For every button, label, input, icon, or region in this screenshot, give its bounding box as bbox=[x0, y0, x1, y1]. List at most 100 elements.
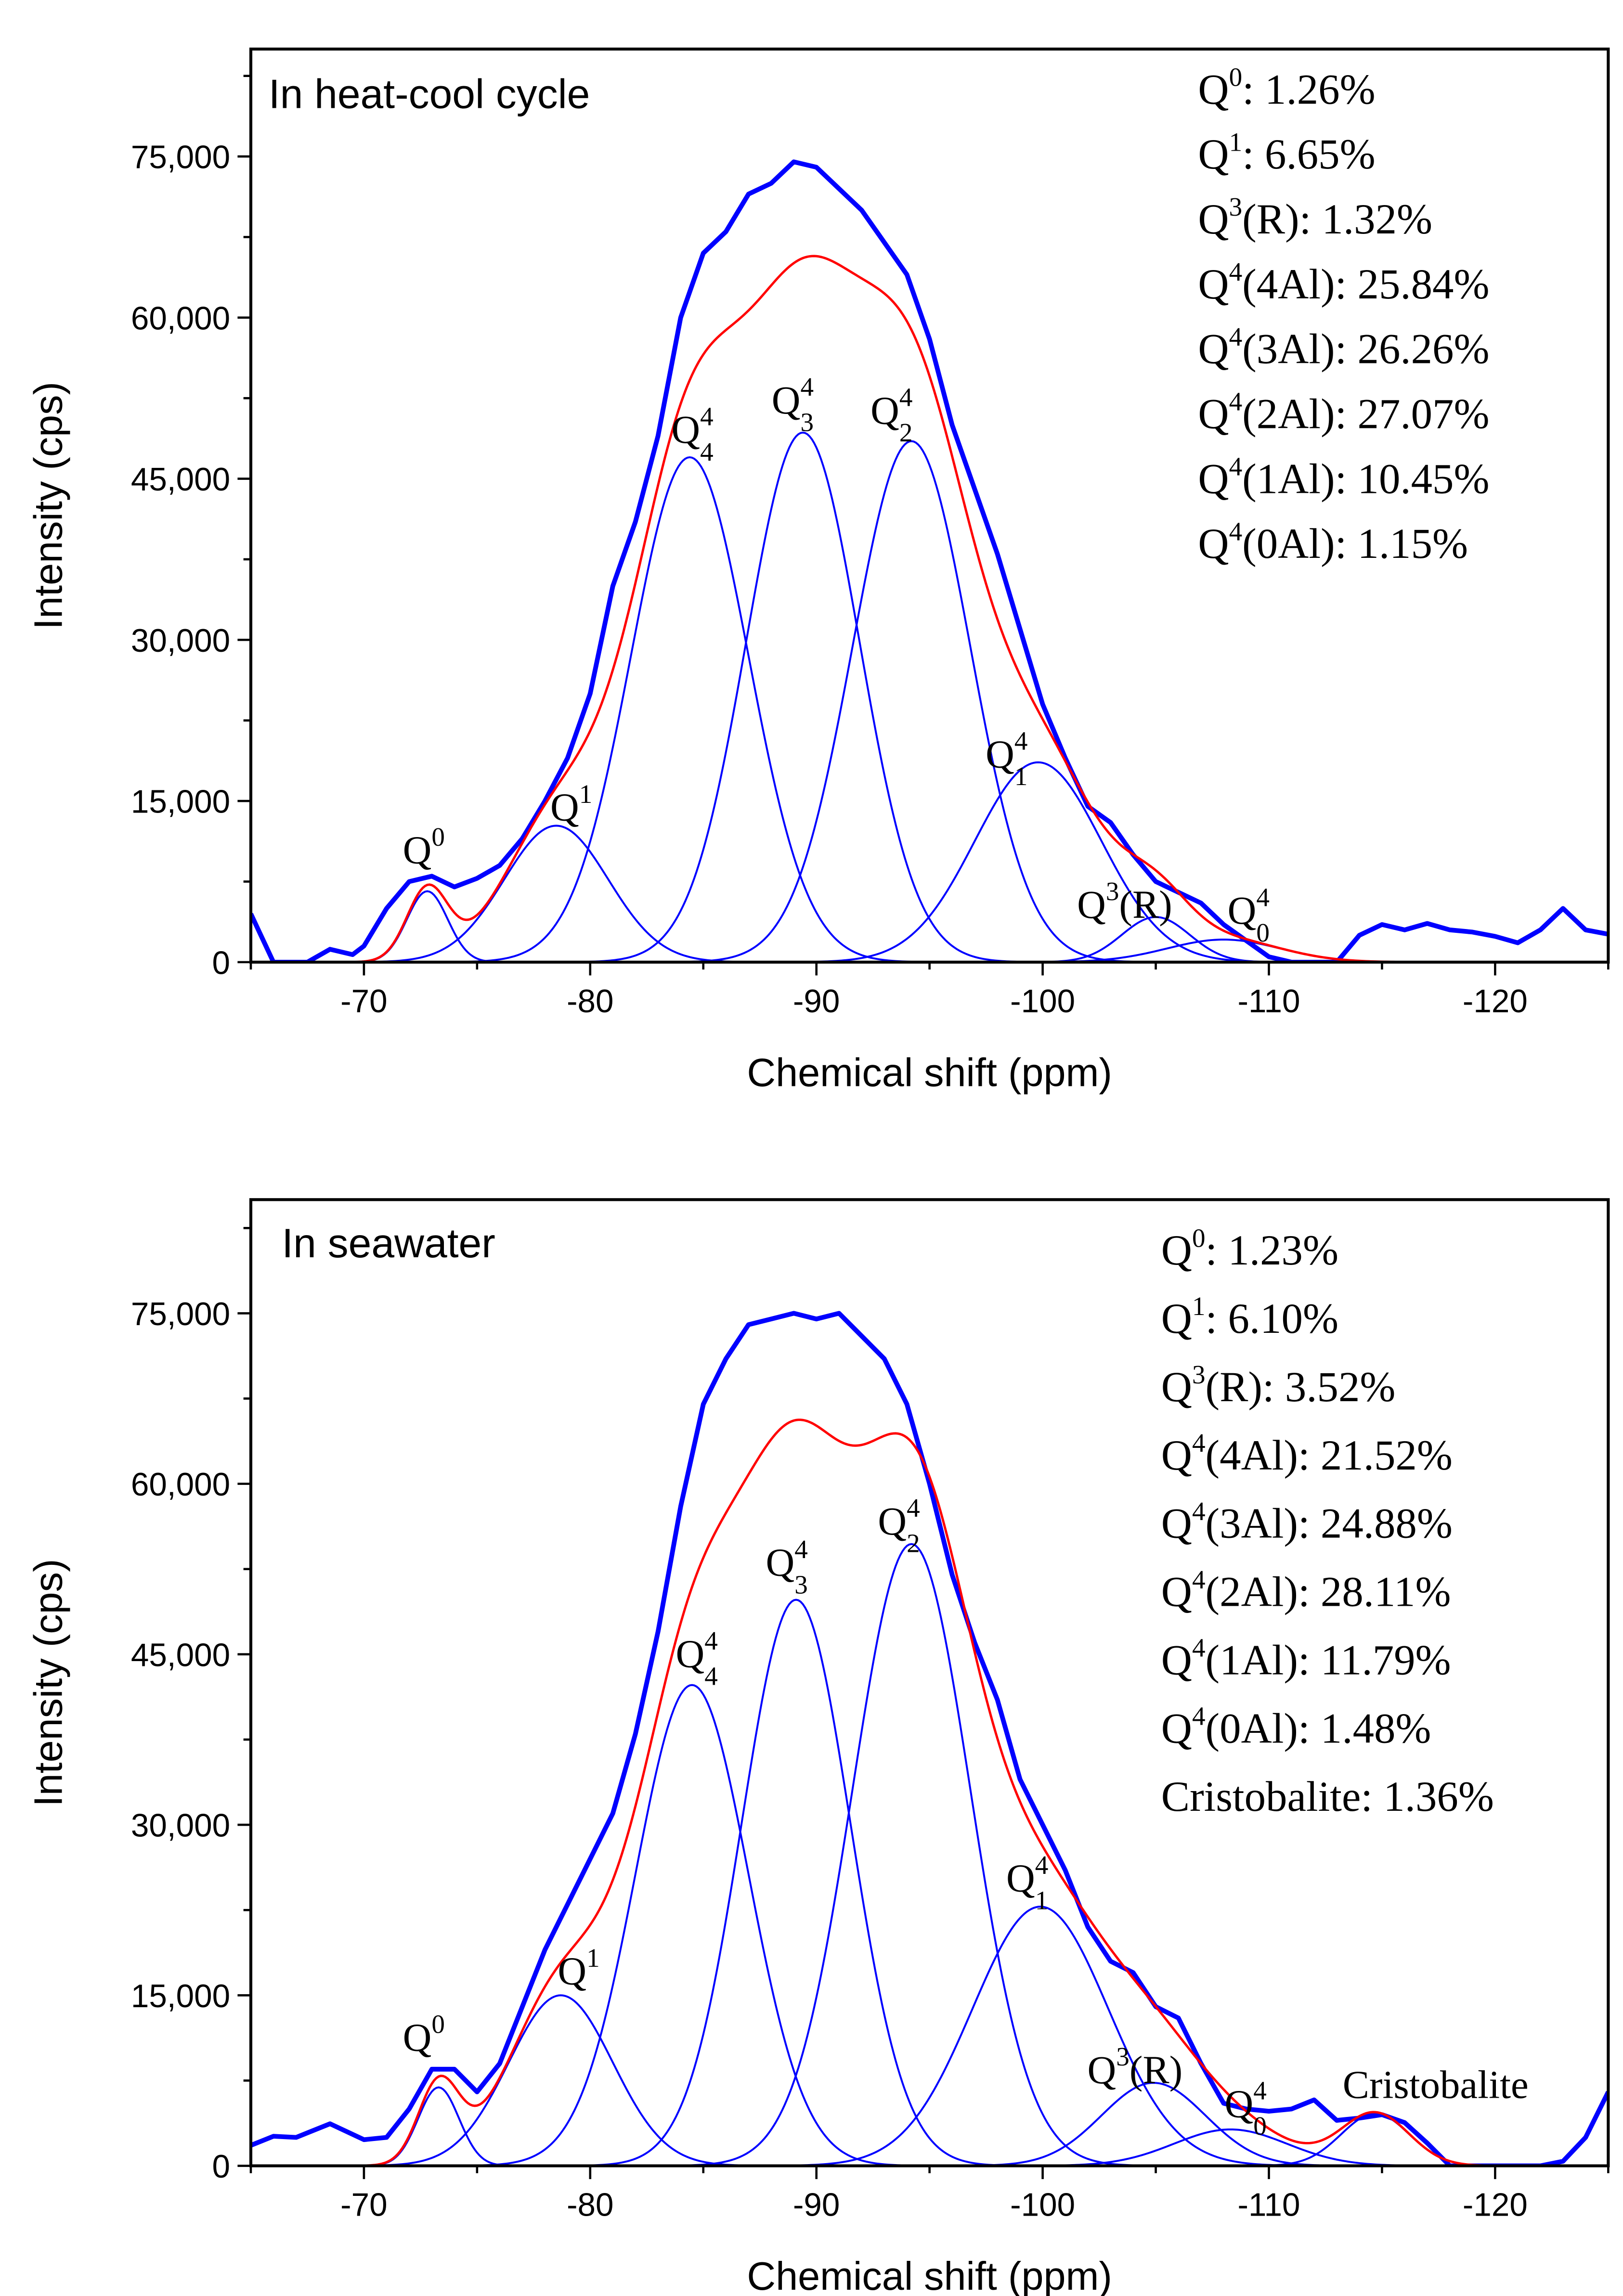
peak-label-sup: 4 bbox=[1253, 2076, 1267, 2105]
component-curve-7 bbox=[250, 2128, 1609, 2166]
peak-label-sup: 1 bbox=[586, 1943, 600, 1973]
peak-label-rest: (R) bbox=[1130, 2048, 1182, 2092]
legend-entry: Q3(R): 3.52% bbox=[1161, 1360, 1396, 1411]
peak-label-sup: 4 bbox=[704, 1626, 718, 1655]
legend-sup: 4 bbox=[1192, 1428, 1206, 1458]
legend-rest: (2Al): 27.07% bbox=[1242, 391, 1489, 438]
peak-label: Q4 1 bbox=[986, 726, 1027, 791]
legend-base: Q bbox=[1198, 391, 1229, 438]
y-tick-label: 60,000 bbox=[131, 1467, 230, 1503]
peak-label: Q4 2 bbox=[878, 1493, 920, 1558]
legend-base: Q bbox=[1161, 1227, 1192, 1274]
peak-label: Q4 2 bbox=[870, 383, 912, 448]
x-tick-label: -100 bbox=[1010, 2187, 1075, 2223]
peak-label: Q4 0 bbox=[1228, 882, 1270, 947]
component-curve-5 bbox=[250, 761, 1609, 962]
plot-frame bbox=[249, 1198, 1610, 2167]
peak-label-sub: 1 bbox=[1035, 1885, 1049, 1915]
legend-entry: Q4(1Al): 11.79% bbox=[1161, 1633, 1451, 1684]
legend-base: Q bbox=[1198, 326, 1229, 373]
component-curve-0 bbox=[250, 2086, 1609, 2166]
panel-title: In heat-cool cycle bbox=[269, 71, 590, 117]
legend-entry: Q4(4Al): 21.52% bbox=[1161, 1428, 1453, 1479]
legend-entry: Q3(R): 1.32% bbox=[1198, 192, 1432, 243]
legend-rest: : 1.36% bbox=[1361, 1773, 1493, 1820]
x-tick-label: -80 bbox=[567, 983, 613, 1019]
y-tick-label: 30,000 bbox=[131, 623, 230, 659]
legend-entry: Q4(2Al): 28.11% bbox=[1161, 1565, 1451, 1616]
y-tick-label: 0 bbox=[212, 2149, 231, 2185]
component-curve-1 bbox=[250, 825, 1609, 962]
legend-rest: (4Al): 25.84% bbox=[1242, 261, 1489, 308]
legend-sup: 4 bbox=[1192, 1496, 1206, 1526]
x-axis-title: Chemical shift (ppm) bbox=[747, 1050, 1112, 1095]
legend-sup: 0 bbox=[1229, 63, 1243, 92]
legend-rest: : 1.23% bbox=[1206, 1227, 1338, 1274]
legend-base: Q bbox=[1198, 520, 1229, 568]
peak-label-base: Q bbox=[1225, 2081, 1254, 2126]
panel-heat-cool: 0 15,000 30,000 45,000 60,000 75,000 -70 -80 -90… bbox=[26, 47, 1610, 1095]
legend-entry: Q4(0Al): 1.48% bbox=[1161, 1702, 1431, 1753]
y-tick-label: 45,000 bbox=[131, 462, 230, 498]
legend-base: Q bbox=[1161, 1569, 1192, 1616]
experimental-spectrum bbox=[250, 159, 1609, 962]
legend-sup: 4 bbox=[1229, 516, 1243, 546]
legend-rest: (R): 3.52% bbox=[1206, 1364, 1396, 1411]
peak-label-sup: 4 bbox=[899, 383, 913, 412]
legend-sup: 0 bbox=[1192, 1223, 1206, 1252]
legend-sup: 1 bbox=[1192, 1291, 1206, 1321]
component-curve-4 bbox=[250, 1543, 1609, 2166]
peak-label-base: Cristobalite bbox=[1343, 2063, 1529, 2107]
legend-base: Q bbox=[1198, 66, 1229, 113]
legend-rest: (1Al): 10.45% bbox=[1242, 455, 1489, 503]
y-tick-label: 15,000 bbox=[131, 784, 230, 820]
peak-label-sub: 1 bbox=[1014, 761, 1028, 791]
x-tick-label: -110 bbox=[1238, 2187, 1300, 2223]
legend-entry: Q4(3Al): 26.26% bbox=[1198, 322, 1489, 373]
component-curve-1 bbox=[250, 1994, 1609, 2166]
peak-label-sup: 4 bbox=[1014, 726, 1028, 756]
fit-curve bbox=[250, 1419, 1609, 2166]
legend-entry: Q1: 6.65% bbox=[1198, 127, 1375, 178]
peak-label: Q4 0 bbox=[1225, 2076, 1267, 2141]
peak-label-base: Q bbox=[772, 378, 801, 422]
peak-label-sub: 3 bbox=[801, 408, 814, 437]
legend-entry: Q4(1Al): 10.45% bbox=[1198, 452, 1489, 503]
legend-rest: (0Al): 1.15% bbox=[1242, 520, 1468, 568]
legend-sup: 4 bbox=[1229, 387, 1243, 416]
legend-entry: Q4(0Al): 1.15% bbox=[1198, 516, 1468, 568]
x-tick-label: -100 bbox=[1010, 983, 1075, 1019]
y-tick-label: 75,000 bbox=[131, 140, 230, 176]
component-curve-3 bbox=[250, 1599, 1609, 2166]
legend-base: Q bbox=[1161, 1432, 1192, 1479]
y-tick-label: 75,000 bbox=[131, 1296, 230, 1332]
peak-label: Q0 bbox=[403, 2010, 445, 2060]
legend-rest: (0Al): 1.48% bbox=[1206, 1705, 1431, 1752]
legend-entry: Q1: 6.10% bbox=[1161, 1291, 1338, 1342]
x-tick-label: -120 bbox=[1463, 2187, 1528, 2223]
peak-label-base: Q bbox=[1088, 2048, 1117, 2092]
peak-label-base: Q bbox=[870, 388, 899, 432]
y-tick-label: 0 bbox=[212, 945, 231, 981]
legend-rest: (1Al): 11.79% bbox=[1206, 1637, 1451, 1684]
peak-label-sub: 2 bbox=[907, 1529, 920, 1558]
component-curve-4 bbox=[250, 440, 1609, 962]
component-curve-5 bbox=[250, 1906, 1609, 2166]
peak-label-sup: 3 bbox=[1116, 2042, 1130, 2071]
peak-label: Q4 3 bbox=[766, 1535, 807, 1599]
legend-base: Q bbox=[1198, 196, 1229, 243]
peak-label-sub: 4 bbox=[704, 1661, 718, 1690]
plot-frame bbox=[249, 47, 1610, 964]
y-axis-title: Intensity (cps) bbox=[26, 382, 71, 630]
peak-label-rest: (R) bbox=[1119, 882, 1172, 927]
peak-label-base: Q bbox=[1077, 882, 1106, 927]
legend-sup: 4 bbox=[1229, 322, 1243, 351]
x-axis-title: Chemical shift (ppm) bbox=[747, 2254, 1112, 2296]
legend-base: Q bbox=[1198, 455, 1229, 503]
peak-label-base: Q bbox=[676, 1632, 705, 1676]
peak-label-base: Q bbox=[671, 407, 700, 451]
peak-label-sub: 0 bbox=[1253, 2111, 1267, 2141]
legend-sup: 3 bbox=[1229, 192, 1243, 221]
legend-entry: Q4(4Al): 25.84% bbox=[1198, 257, 1489, 308]
peak-label-sup: 1 bbox=[579, 779, 593, 809]
